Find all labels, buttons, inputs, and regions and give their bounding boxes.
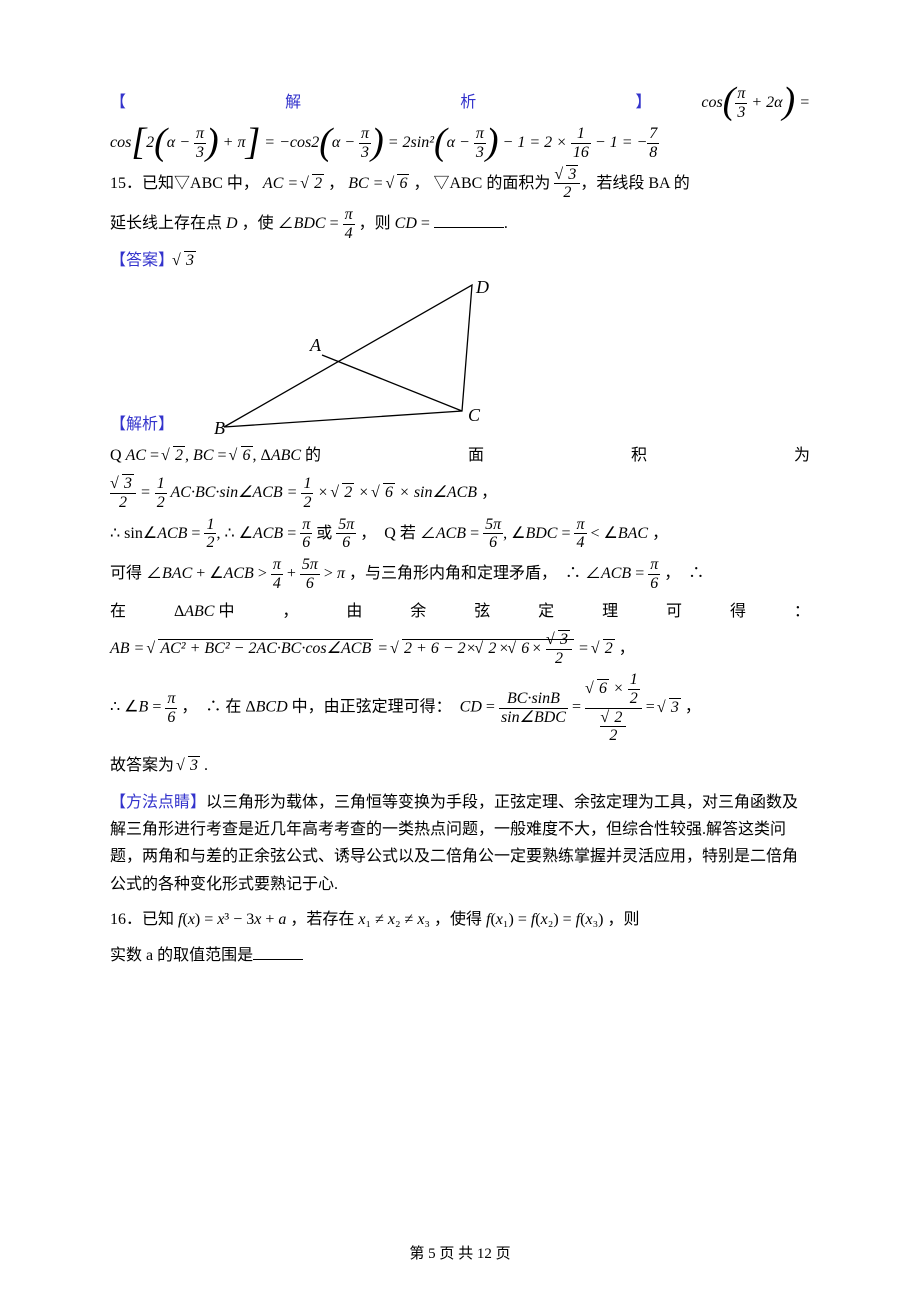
q15-ql: Q AC = 2, BC = 6, ΔABC 的: [110, 441, 321, 471]
e4d: 由: [346, 597, 362, 627]
expr-14b: cos[2(α − π3) + π] = −cos2(α − π3) = 2si…: [110, 125, 810, 161]
bracket-close: 】: [635, 88, 651, 118]
e4g: 定: [538, 597, 554, 627]
q15-qr1: 面: [468, 441, 484, 471]
q15-t1: 已知▽ABC 中，: [142, 175, 259, 192]
label-a: A: [309, 335, 322, 355]
e4j: 得: [730, 597, 746, 627]
q15-eq7: 故答案为 3 .: [110, 751, 810, 781]
label-d: D: [475, 279, 489, 297]
triangle-bdc: [224, 285, 472, 427]
analysis-label-15: 【解析】: [110, 410, 174, 440]
q15-eq6: ∴ ∠B = π6 ， ∴ 在 ΔBCD 中，由正弦定理可得： CD = BC·…: [110, 671, 810, 744]
answer-label: 【答案】: [110, 252, 174, 269]
answer-value: 3: [174, 246, 196, 276]
q15-eq5: AB = AC² + BC² − 2AC·BC·cos∠ACB = 2 + 6 …: [110, 631, 810, 667]
q15-area: 32: [554, 166, 580, 202]
method-note: 【方法点睛】以三角形为载体，三角恒等变换为手段，正弦定理、余弦定理为工具，对三角…: [110, 789, 810, 898]
label-char-1: 解: [285, 88, 301, 118]
q15-ac: AC = 2: [263, 175, 324, 192]
q15-eq3: 可得 ∠BAC + ∠ACB > π4 + 5π6 > π ，与三角形内角和定理…: [110, 556, 810, 592]
q15-line1: 15．已知▽ABC 中， AC = 2 ， BC = 6 ， ▽ABC 的面积为…: [110, 166, 810, 202]
q16-line1: 16．已知 f(x) = x³ − 3x + a ，若存在 x₁ ≠ x₂ ≠ …: [110, 902, 810, 937]
e4a: 在: [110, 597, 126, 627]
segment-ac: [322, 355, 462, 411]
page: 【 解 析 】 cos(π3 + 2α) = cos[2(α − π3) + π…: [0, 0, 920, 1302]
q16-line2: 实数 a 的取值范围是: [110, 941, 810, 971]
triangle-diagram: B A D C: [214, 279, 494, 439]
e4i: 可: [666, 597, 682, 627]
bracket-open: 【: [110, 88, 126, 118]
label-char-2: 析: [460, 88, 476, 118]
method-text: 以三角形为载体，三角恒等变换为手段，正弦定理、余弦定理为工具，对三角函数及解三角…: [110, 794, 798, 893]
q15-qr2: 积: [631, 441, 647, 471]
q16-number: 16．: [110, 911, 142, 928]
q15-qr3: 为: [794, 441, 810, 471]
e4e: 余: [410, 597, 426, 627]
diagram-row: 【解析】 B A D C: [110, 277, 810, 441]
q15-eq2: ∴ sin∠ACB = 12, ∴ ∠ACB = π6 或 5π6 ， Q 若 …: [110, 516, 810, 552]
analysis-header-14: 【 解 析 】 cos(π3 + 2α) =: [110, 85, 810, 121]
e4b: ΔABC 中: [174, 597, 235, 627]
label-b: B: [214, 418, 225, 438]
e4h: 理: [602, 597, 618, 627]
e4f: 弦: [474, 597, 490, 627]
method-label: 【方法点睛】: [110, 794, 206, 811]
blank-cd: [434, 211, 504, 228]
page-footer: 第 5 页 共 12 页: [0, 1240, 920, 1269]
q15-t3: ，若线段 BA 的: [580, 175, 689, 192]
q15-number: 15．: [110, 175, 142, 192]
q15-answer: 【答案】3: [110, 246, 810, 276]
analysis-label: 【 解 析 】: [110, 88, 701, 118]
q15-qline: Q AC = 2, BC = 6, ΔABC 的 面 积 为: [110, 441, 810, 471]
q15-eq1: 32 = 12 AC·BC·sin∠ACB = 12 × 2 × 6 × sin…: [110, 475, 810, 511]
e4k: ：: [794, 597, 810, 627]
q16-t2: 实数 a 的取值范围是: [110, 947, 253, 964]
q15-eq4: 在 ΔABC 中 ， 由 余 弦 定 理 可 得 ：: [110, 597, 810, 627]
blank-a: [253, 943, 303, 960]
q15-line2: 延长线上存在点 D ，使 ∠BDC = π4 ，则 CD = .: [110, 206, 810, 242]
e4c: ，: [282, 597, 298, 627]
label-c: C: [468, 405, 481, 425]
q15-t2: ▽ABC 的面积为: [433, 175, 550, 192]
expr-14a: cos(π3 + 2α) =: [701, 85, 810, 121]
q15-bc: BC = 6: [348, 175, 409, 192]
